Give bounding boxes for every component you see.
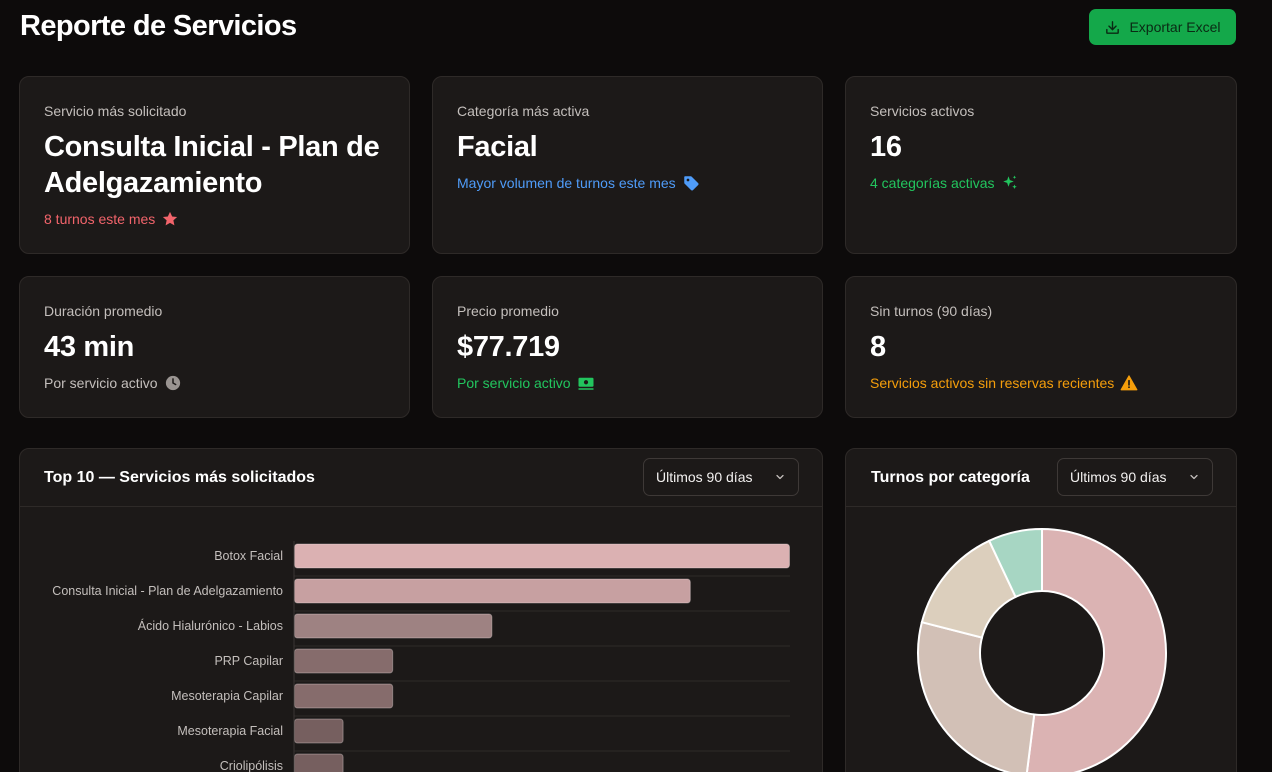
kpi-label: Sin turnos (90 días) bbox=[870, 303, 993, 319]
bar[interactable] bbox=[294, 543, 790, 569]
kpi-value: 16 bbox=[870, 131, 902, 163]
chevron-down-icon bbox=[776, 474, 784, 480]
category-panel: Turnos por categoría Últimos 90 días bbox=[845, 448, 1237, 772]
kpi-card-avg-duration: Duración promedio 43 min Por servicio ac… bbox=[19, 276, 410, 418]
kpi-label: Categoría más activa bbox=[457, 103, 590, 119]
kpi-sub-text: 8 turnos este mes bbox=[44, 211, 156, 227]
kpi-value: Facial bbox=[457, 131, 538, 163]
period-select-value: Últimos 90 días bbox=[1070, 469, 1167, 485]
clock-icon bbox=[165, 375, 180, 391]
tag-icon bbox=[683, 176, 699, 191]
kpi-sub: 4 categorías activas bbox=[870, 174, 1019, 192]
sparkles-icon bbox=[1002, 175, 1017, 189]
kpi-sub-text: 4 categorías activas bbox=[870, 175, 995, 191]
bar[interactable] bbox=[294, 613, 493, 639]
donut-slice[interactable] bbox=[987, 527, 1043, 599]
panel-header: Turnos por categoría Últimos 90 días bbox=[846, 449, 1236, 507]
kpi-card-top-category: Categoría más activa Facial Mayor volume… bbox=[432, 76, 823, 254]
kpi-sub: Por servicio activo bbox=[457, 374, 595, 392]
donut-slice[interactable] bbox=[1025, 527, 1167, 772]
kpi-sub: Servicios activos sin reservas recientes bbox=[870, 374, 1138, 392]
bar-label: Criolipólisis bbox=[220, 759, 283, 772]
panel-title: Turnos por categoría bbox=[871, 469, 1030, 486]
kpi-value: 8 bbox=[870, 331, 886, 363]
warning-icon bbox=[1120, 375, 1138, 391]
kpi-sub: Por servicio activo bbox=[44, 374, 182, 392]
kpi-value: $77.719 bbox=[457, 331, 560, 363]
star-icon bbox=[163, 211, 178, 226]
kpi-card-avg-price: Precio promedio $77.719 Por servicio act… bbox=[432, 276, 823, 418]
kpi-card-top-service: Servicio más solicitado Consulta Inicial… bbox=[19, 76, 410, 254]
top-services-bar-chart: Botox Facial Consulta Inicial - Plan de A… bbox=[52, 541, 790, 772]
kpi-sub-text: Por servicio activo bbox=[44, 375, 158, 391]
bar-label: Mesoterapia Capilar bbox=[171, 689, 283, 703]
kpi-value: Consulta Inicial - Plan de Adelgazamient… bbox=[44, 131, 380, 199]
chevron-down-icon bbox=[1190, 474, 1198, 480]
kpi-value: 43 min bbox=[44, 331, 135, 363]
download-icon bbox=[1106, 20, 1120, 34]
kpi-card-active-services: Servicios activos 16 4 categorías activa… bbox=[845, 76, 1237, 254]
kpi-sub-text: Mayor volumen de turnos este mes bbox=[457, 175, 676, 191]
kpi-card-no-bookings: Sin turnos (90 días) 8 Servicios activos… bbox=[845, 276, 1237, 418]
bar-label: Ácido Hialurónico - Labios bbox=[138, 618, 283, 633]
bar[interactable] bbox=[294, 648, 394, 674]
period-select-value: Últimos 90 días bbox=[656, 469, 753, 485]
kpi-label: Servicio más solicitado bbox=[44, 103, 187, 119]
export-excel-label: Exportar Excel bbox=[1129, 19, 1221, 35]
panel-title: Top 10 — Servicios más solicitados bbox=[44, 469, 315, 486]
bar[interactable] bbox=[294, 753, 344, 772]
category-donut-chart bbox=[917, 527, 1167, 772]
bar[interactable] bbox=[294, 683, 394, 709]
kpi-sub: 8 turnos este mes bbox=[44, 210, 179, 228]
period-select[interactable]: Últimos 90 días bbox=[1057, 458, 1213, 496]
donut-slice[interactable] bbox=[917, 620, 1036, 772]
cash-icon bbox=[578, 377, 594, 390]
kpi-label: Precio promedio bbox=[457, 303, 559, 319]
kpi-label: Servicios activos bbox=[870, 103, 975, 119]
kpi-label: Duración promedio bbox=[44, 303, 163, 319]
bar-label: PRP Capilar bbox=[214, 654, 283, 668]
panel-header: Top 10 — Servicios más solicitados Últim… bbox=[20, 449, 822, 507]
period-select[interactable]: Últimos 90 días bbox=[643, 458, 799, 496]
kpi-sub-text: Por servicio activo bbox=[457, 375, 571, 391]
bar[interactable] bbox=[294, 718, 344, 744]
bar-label: Mesoterapia Facial bbox=[177, 724, 283, 738]
page-title: Reporte de Servicios bbox=[20, 10, 297, 42]
kpi-sub-text: Servicios activos sin reservas recientes bbox=[870, 375, 1115, 391]
bar-label: Consulta Inicial - Plan de Adelgazamient… bbox=[52, 584, 283, 598]
top-services-panel: Top 10 — Servicios más solicitados Últim… bbox=[19, 448, 823, 772]
bar-label: Botox Facial bbox=[214, 549, 283, 563]
export-excel-button[interactable]: Exportar Excel bbox=[1089, 9, 1236, 45]
bar[interactable] bbox=[294, 578, 691, 604]
kpi-sub: Mayor volumen de turnos este mes bbox=[457, 174, 700, 192]
